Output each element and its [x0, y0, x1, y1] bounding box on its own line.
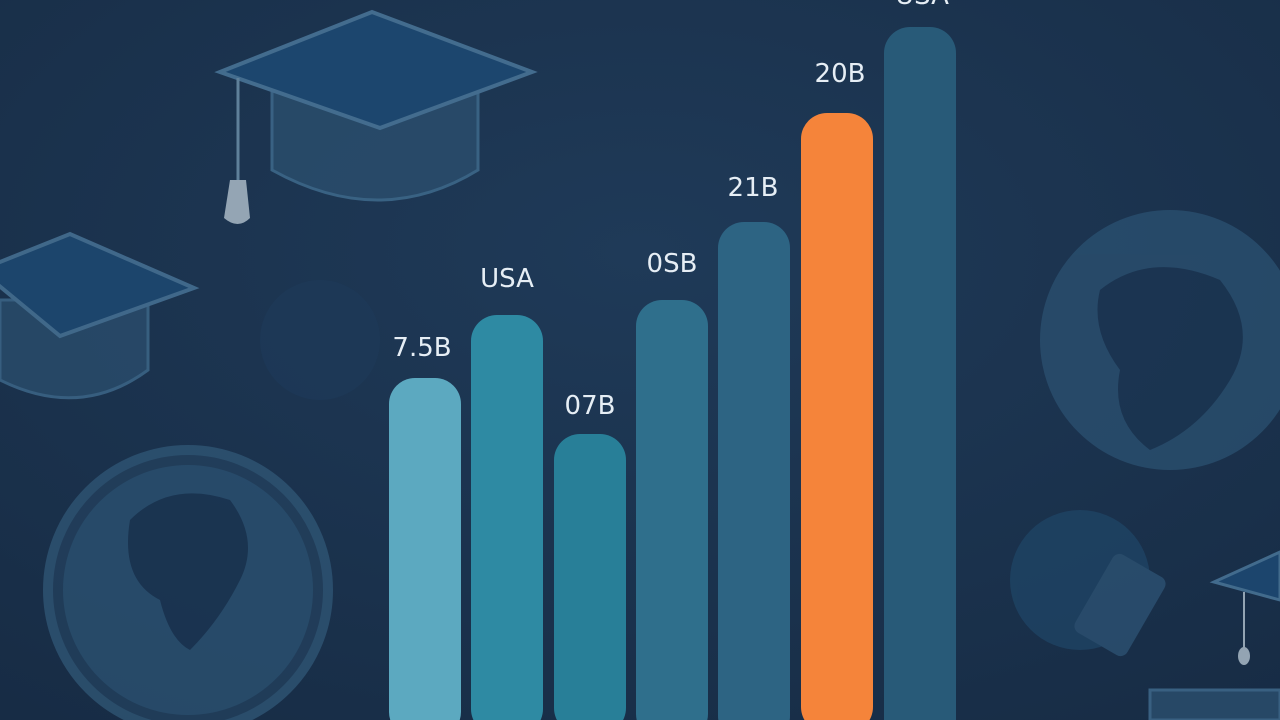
grad-cap — [1148, 550, 1280, 720]
bar-label: 0SB — [647, 249, 698, 279]
grad-cap — [214, 9, 538, 224]
bar — [389, 378, 461, 720]
bar-label: USA — [895, 0, 949, 11]
bar — [884, 27, 956, 720]
grad-cap — [0, 231, 200, 400]
bar — [801, 113, 873, 720]
globe — [1010, 210, 1280, 657]
bars — [389, 27, 956, 720]
bar — [471, 315, 543, 720]
bar-label: 20B — [815, 59, 866, 89]
bar — [554, 434, 626, 720]
decoration — [260, 280, 380, 400]
bar-label: 7.5B — [392, 333, 451, 363]
bar-label: 21B — [728, 173, 779, 203]
bar — [718, 222, 790, 720]
bar-label: 07B — [565, 391, 616, 421]
bar-label: USA — [480, 264, 534, 294]
bar — [636, 300, 708, 720]
globe — [43, 445, 333, 720]
